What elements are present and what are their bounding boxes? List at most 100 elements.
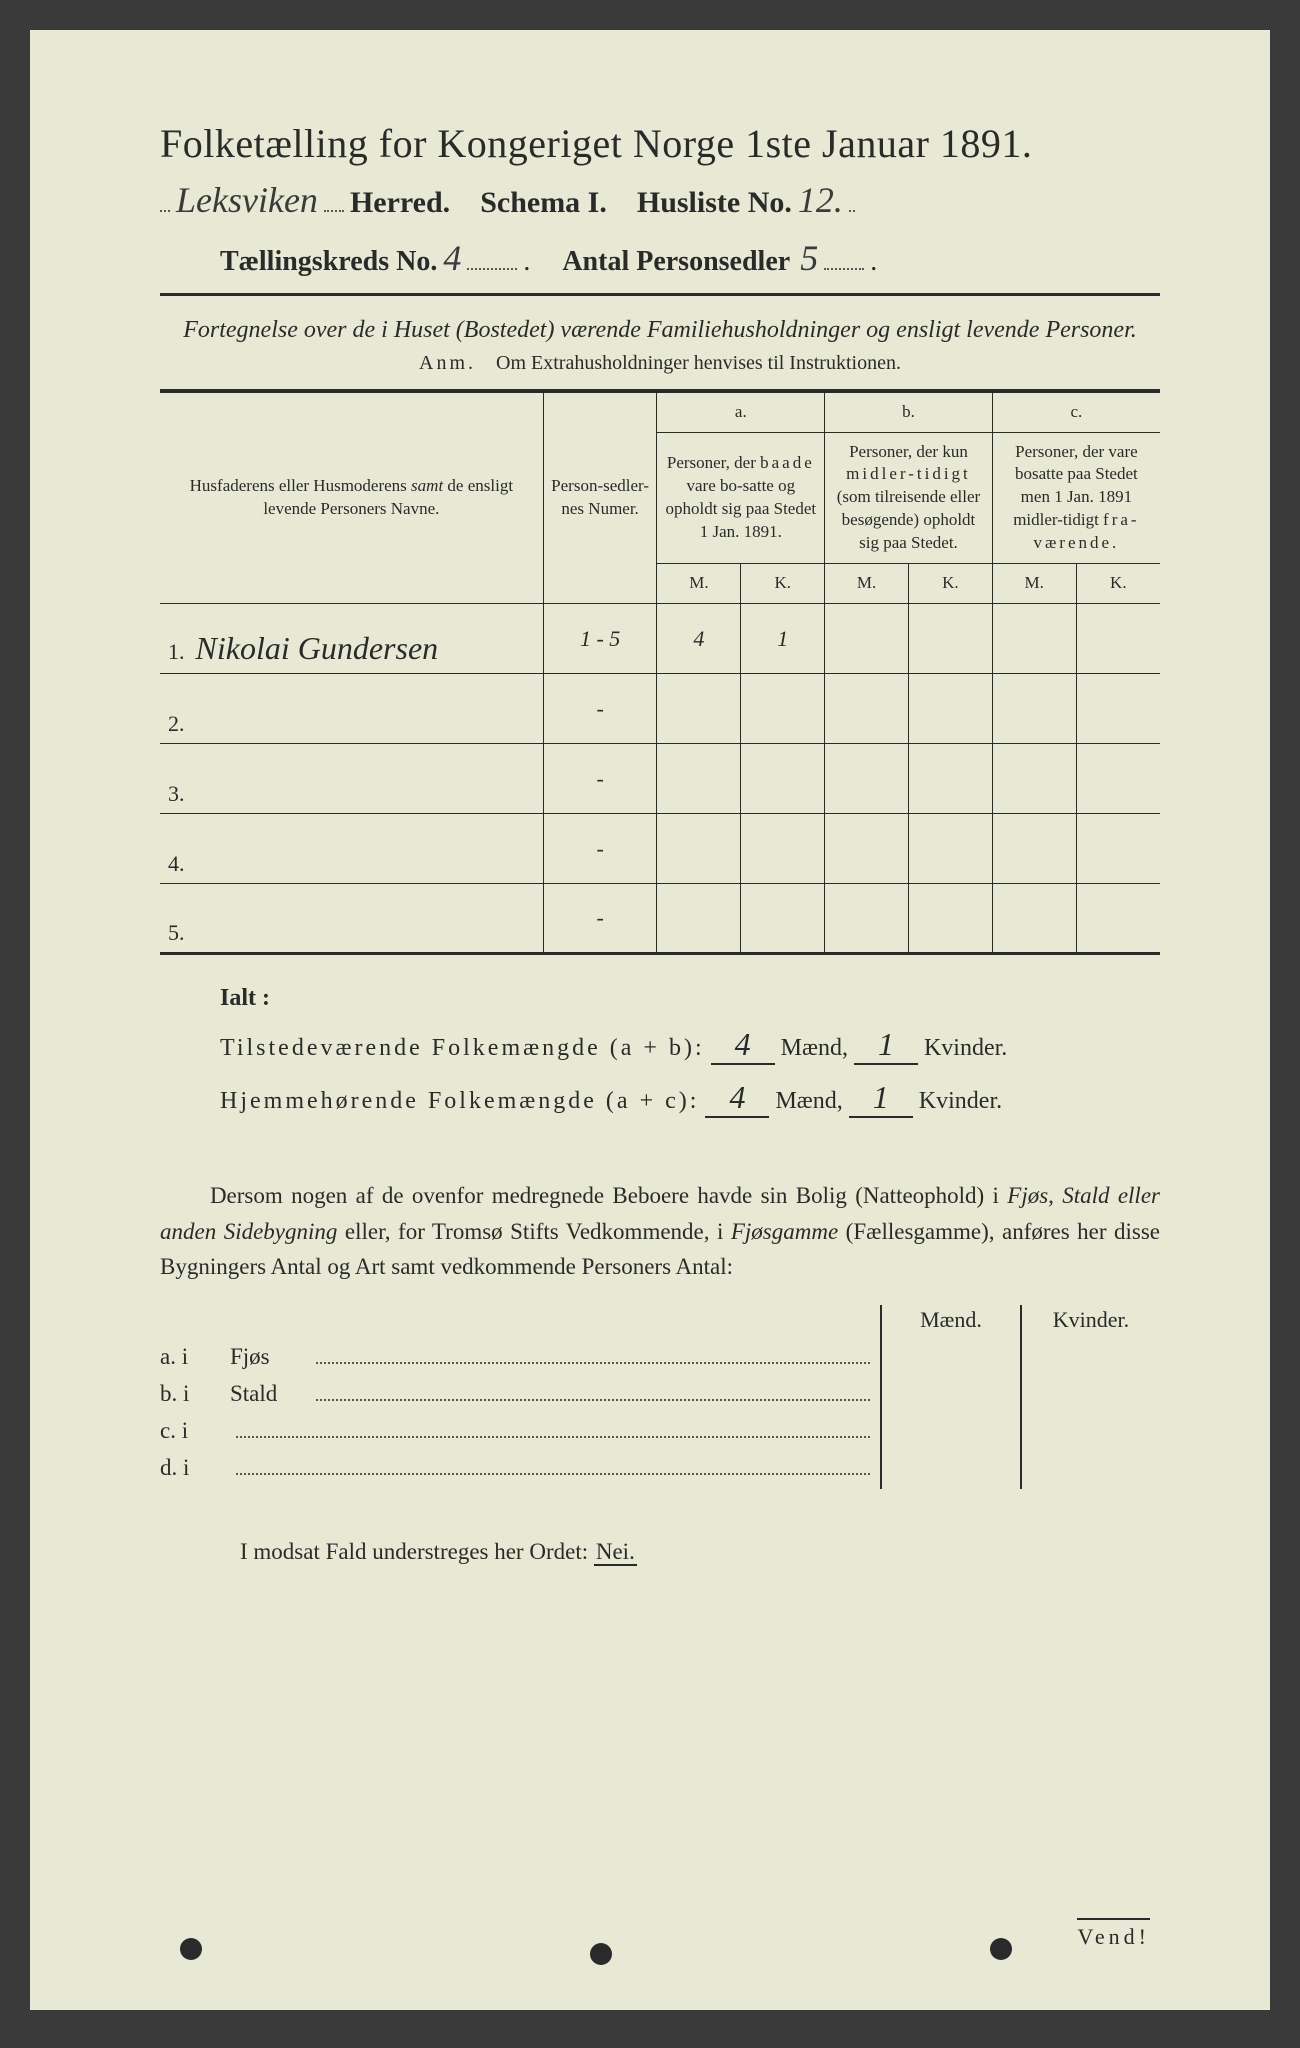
side-type: Fjøs (230, 1344, 310, 1370)
side-row: d. i (160, 1452, 870, 1481)
husliste-label: Husliste No. (637, 186, 792, 220)
col-maend: Mænd. (882, 1305, 1022, 1489)
dots (324, 182, 344, 212)
cell-ck (1076, 604, 1160, 674)
cell-bm (825, 604, 909, 674)
schema-label: Schema I. (480, 186, 607, 220)
table-row: 5. - (160, 884, 1160, 954)
kreds-no: 4 (443, 237, 461, 279)
anm-line: Anm. Om Extrahusholdninger henvises til … (160, 352, 1160, 375)
th-a: a. (657, 391, 825, 432)
header-line-2: Leksviken Herred. Schema I. Husliste No.… (160, 179, 1160, 221)
th-name: Husfaderens eller Husmoderens samt de en… (160, 391, 543, 604)
divider (160, 293, 1160, 296)
row-seq: - (543, 884, 657, 954)
nei-word: Nei. (594, 1539, 637, 1566)
anm-label: Anm. (419, 352, 476, 374)
modsat-line: I modsat Fald understreges her Ordet: Ne… (240, 1539, 1160, 1565)
dots (236, 1452, 870, 1475)
table-row: 3. - (160, 744, 1160, 814)
maend-label: Mænd, (775, 1088, 842, 1115)
dots (467, 242, 517, 270)
census-form-page: Folketælling for Kongeriget Norge 1ste J… (30, 30, 1270, 2010)
th-k: K. (908, 564, 992, 604)
th-b-text: Personer, der kun midler-tidigt (som til… (825, 432, 993, 564)
kvinder-label: Kvinder. (919, 1088, 1002, 1115)
tot1-k: 1 (854, 1026, 918, 1065)
table-row: 2. - (160, 674, 1160, 744)
herred-label: Herred. (350, 186, 450, 220)
kvinder-label: Kvinder. (924, 1035, 1007, 1062)
total-belonging: Hjemmehørende Folkemængde (a + c): 4 Mæn… (220, 1079, 1160, 1118)
side-row: a. i Fjøs (160, 1341, 870, 1370)
subtitle: Fortegnelse over de i Huset (Bostedet) v… (160, 314, 1160, 348)
husliste-no: 12. (798, 179, 843, 221)
side-row: c. i (160, 1415, 870, 1444)
th-c-text: Personer, der vare bosatte paa Stedet me… (992, 432, 1160, 564)
punch-hole (180, 1938, 202, 1960)
side-letter: a. i (160, 1344, 230, 1370)
antal-no: 5 (800, 237, 818, 279)
buildings-left: . a. i Fjøs b. i Stald c. i d. i (160, 1305, 880, 1489)
th-m: M. (825, 564, 909, 604)
th-b: b. (825, 391, 993, 432)
row-seq: 1 - 5 (543, 604, 657, 674)
dots (849, 182, 855, 212)
col-kvinder: Kvinder. (1022, 1305, 1160, 1489)
th-num: Person-sedler-nes Numer. (543, 391, 657, 604)
row-name: Nikolai Gundersen (196, 630, 439, 666)
total-present: Tilstedeværende Folkemængde (a + b): 4 M… (220, 1026, 1160, 1065)
row-num: 5. (168, 920, 190, 946)
herred-name-hw: Leksviken (176, 179, 318, 221)
maend-label: Mænd, (781, 1035, 848, 1062)
row-seq: - (543, 674, 657, 744)
paragraph: Dersom nogen af de ovenfor medregnede Be… (160, 1178, 1160, 1285)
header-line-3: Tællingskreds No. 4 . Antal Personsedler… (220, 237, 1160, 279)
cell-am: 4 (657, 604, 741, 674)
antal-label: Antal Personsedler (562, 246, 790, 278)
row-num: 2. (168, 711, 190, 737)
row-num: 4. (168, 851, 190, 877)
tot2-label: Hjemmehørende Folkemængde (a + c): (220, 1088, 699, 1115)
punch-hole (590, 1943, 612, 1965)
th-k: K. (741, 564, 825, 604)
th-a-text: Personer, der baade vare bo-satte og oph… (657, 432, 825, 564)
cell-ak: 1 (741, 604, 825, 674)
dots (160, 182, 170, 212)
cell-cm (992, 604, 1076, 674)
table-row: 1. Nikolai Gundersen 1 - 5 4 1 (160, 604, 1160, 674)
tot2-m: 4 (705, 1079, 769, 1118)
dots (236, 1415, 870, 1438)
vend-label: Vend! (1077, 1918, 1150, 1950)
th-m: M. (992, 564, 1076, 604)
punch-hole (990, 1938, 1012, 1960)
tot1-label: Tilstedeværende Folkemængde (a + b): (220, 1035, 705, 1062)
ialt-label: Ialt : (220, 985, 1160, 1012)
modsat-text: I modsat Fald understreges her Ordet: (240, 1539, 588, 1564)
tot1-m: 4 (711, 1026, 775, 1065)
th-c: c. (992, 391, 1160, 432)
tot2-k: 1 (849, 1079, 913, 1118)
side-letter: c. i (160, 1418, 230, 1444)
side-letter: b. i (160, 1381, 230, 1407)
dots (316, 1378, 870, 1401)
row-num: 1. (168, 639, 190, 665)
buildings-table: . a. i Fjøs b. i Stald c. i d. i Mænd. (160, 1305, 1160, 1489)
row-seq: - (543, 744, 657, 814)
row-seq: - (543, 814, 657, 884)
th-k: K. (1076, 564, 1160, 604)
anm-text: Om Extrahusholdninger henvises til Instr… (496, 352, 901, 374)
dots (316, 1341, 870, 1364)
table-row: 4. - (160, 814, 1160, 884)
side-type: Stald (230, 1381, 310, 1407)
dots (824, 242, 864, 270)
th-m: M. (657, 564, 741, 604)
row-num: 3. (168, 781, 190, 807)
page-title: Folketælling for Kongeriget Norge 1ste J… (160, 120, 1160, 167)
cell-bk (908, 604, 992, 674)
side-letter: d. i (160, 1455, 230, 1481)
side-row: b. i Stald (160, 1378, 870, 1407)
buildings-right: Mænd. Kvinder. (880, 1305, 1160, 1489)
kreds-label: Tællingskreds No. (220, 246, 437, 278)
household-table: Husfaderens eller Husmoderens samt de en… (160, 389, 1160, 956)
